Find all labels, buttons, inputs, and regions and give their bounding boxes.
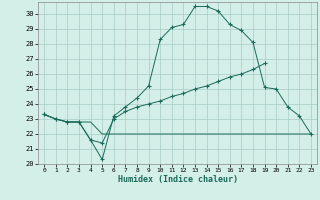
X-axis label: Humidex (Indice chaleur): Humidex (Indice chaleur) — [118, 175, 238, 184]
